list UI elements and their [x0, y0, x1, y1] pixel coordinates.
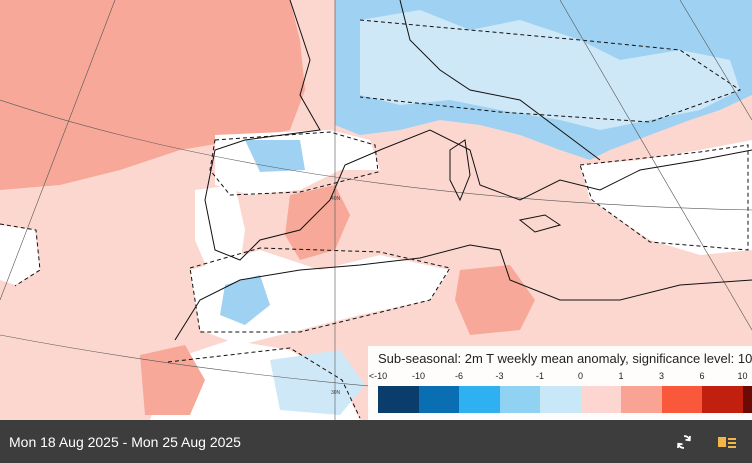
cool-anomaly-europe-light [360, 10, 740, 130]
legend-tick: 10 [737, 371, 748, 381]
neutral-iberia-west [195, 185, 245, 275]
layers-button[interactable] [713, 428, 741, 456]
refresh-button[interactable] [670, 428, 698, 456]
legend-swatch [621, 386, 662, 413]
grid-label-40n: 40N [331, 196, 341, 202]
legend-tick: -3 [495, 371, 504, 381]
legend-swatches [378, 386, 752, 413]
layers-icon [718, 437, 736, 448]
legend-swatch [418, 386, 459, 413]
neutral-west-coast [0, 225, 40, 285]
legend-ticks: <-10 -10 -6 -3 -1 0 1 3 6 10 [368, 371, 752, 383]
cool-anomaly-africa-south [270, 350, 365, 415]
coastlines [174, 0, 752, 341]
legend-tick: 3 [658, 371, 665, 381]
refresh-icon [677, 435, 691, 449]
neutral-east-med [580, 140, 752, 255]
legend-swatch [459, 386, 500, 413]
cool-anomaly-morocco [220, 275, 270, 325]
legend-tick: 0 [577, 371, 584, 381]
significance-contours [0, 19, 749, 419]
legend-swatch [499, 386, 540, 413]
neutral-north-africa [190, 250, 450, 345]
legend-title: Sub-seasonal: 2m T weekly mean anomaly, … [378, 351, 752, 366]
legend-tick: -1 [535, 371, 545, 381]
map[interactable]: 40N 30N [0, 0, 752, 420]
legend-swatch [742, 386, 752, 413]
legend-tick: <-10 [368, 371, 388, 381]
legend-tick: -10 [411, 371, 426, 381]
graticule [0, 0, 752, 420]
warm-anomaly-africa-west [140, 345, 205, 415]
cool-anomaly-iberia [245, 140, 305, 172]
legend-swatch [661, 386, 702, 413]
legend-tick: -6 [454, 371, 464, 381]
legend-swatch [580, 386, 621, 413]
legend: Sub-seasonal: 2m T weekly mean anomaly, … [368, 346, 752, 420]
legend-swatch [702, 386, 743, 413]
legend-swatch [540, 386, 581, 413]
legend-tick: 6 [699, 371, 705, 381]
date-range: Mon 18 Aug 2025 - Mon 25 Aug 2025 [9, 434, 241, 450]
legend-tick: 1 [618, 371, 624, 381]
legend-swatch [378, 386, 419, 413]
footer-bar: Mon 18 Aug 2025 - Mon 25 Aug 2025 [0, 420, 752, 463]
warm-anomaly-atlantic [0, 0, 305, 190]
warm-anomaly-iberia [285, 185, 350, 260]
grid-label-30n: 30N [331, 390, 341, 396]
